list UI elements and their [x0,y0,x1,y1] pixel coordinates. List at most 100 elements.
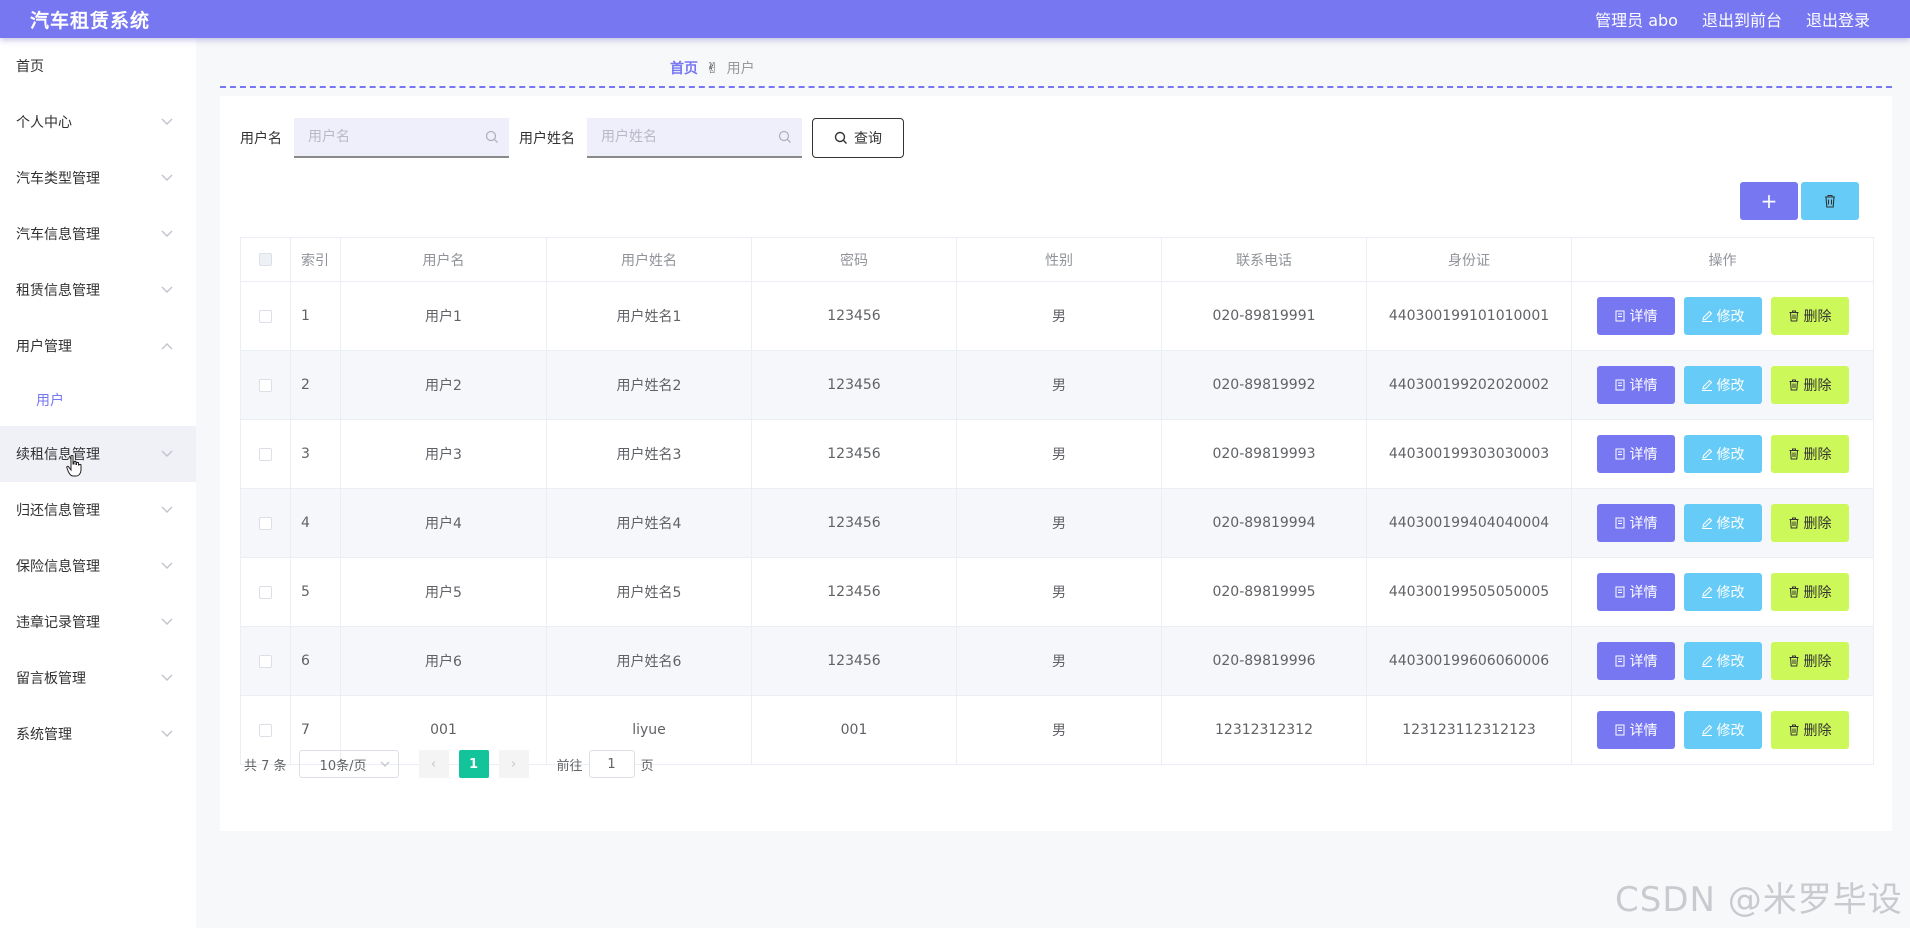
delete-button[interactable]: 删除 [1770,297,1849,335]
watermark: CSDN @米罗毕设 [1615,880,1903,920]
sidebar-item-user-management[interactable]: 用户管理 [0,318,196,374]
select-all-checkbox[interactable] [259,253,272,266]
delete-button[interactable]: 删除 [1770,504,1849,542]
sidebar-item-label: 续租信息管理 [16,447,100,463]
sidebar-item-home[interactable]: 首页 [0,38,196,94]
cell-username: 用户2 [340,350,547,420]
detail-button[interactable]: 详情 [1596,642,1675,680]
cell-gender: 男 [956,695,1162,765]
add-button[interactable]: + [1740,182,1798,220]
sidebar-item-car-type[interactable]: 汽车类型管理 [0,150,196,206]
detail-button[interactable]: 详情 [1596,573,1675,611]
edit-button[interactable]: 修改 [1683,711,1762,749]
prev-page-button[interactable]: ‹ [418,750,449,778]
row-checkbox[interactable] [259,585,272,599]
cell-actions: 详情 修改 删除 [1571,557,1874,627]
detail-button[interactable]: 详情 [1596,297,1675,335]
detail-button-label: 详情 [1629,585,1658,601]
sidebar-item-return-info[interactable]: 归还信息管理 [0,482,196,538]
row-checkbox[interactable] [259,378,272,392]
table-header-row: 索引 用户名 用户姓名 密码 性别 联系电话 身份证 操作 [240,237,1874,282]
document-icon [1615,310,1624,322]
cell-phone: 020-89819991 [1161,281,1367,351]
realname-search-box [587,118,802,158]
delete-button[interactable]: 删除 [1770,435,1849,473]
sidebar-item-label: 汽车类型管理 [16,171,100,187]
sidebar-item-message-board[interactable]: 留言板管理 [0,650,196,706]
row-select-cell [240,488,291,558]
delete-button[interactable]: 删除 [1770,642,1849,680]
sidebar-item-car-info[interactable]: 汽车信息管理 [0,206,196,262]
edit-button[interactable]: 修改 [1683,435,1762,473]
query-button[interactable]: 查询 [812,118,904,158]
delete-button[interactable]: 删除 [1770,366,1849,404]
edit-button[interactable]: 修改 [1683,366,1762,404]
cell-phone: 12312312312 [1161,695,1367,765]
realname-input[interactable] [587,118,802,156]
delete-button[interactable]: 删除 [1770,573,1849,611]
goto-page-input[interactable] [588,750,635,778]
sidebar-item-personal-center[interactable]: 个人中心 [0,94,196,150]
row-checkbox[interactable] [259,516,272,530]
detail-button[interactable]: 详情 [1596,711,1675,749]
cell-gender: 男 [956,626,1162,696]
column-header: 操作 [1571,237,1874,282]
hand-cursor-icon [66,455,82,477]
cell-idcard: 440300199404040004 [1366,488,1572,558]
edit-button-label: 修改 [1716,723,1745,739]
table-row: 4 用户4 用户姓名4 123456 男 020-89819994 440300199404… [240,488,1874,558]
detail-button-label: 详情 [1629,723,1658,739]
next-page-button[interactable]: › [498,750,529,778]
detail-button-label: 详情 [1629,447,1658,463]
sidebar-item-label: 系统管理 [16,727,72,743]
cell-index: 1 [290,281,341,351]
chevron-down-icon [380,761,390,767]
page-size-select[interactable]: 10条/页 [298,750,399,778]
delete-button[interactable]: 删除 [1770,711,1849,749]
sidebar-item-rental-info[interactable]: 租赁信息管理 [0,262,196,318]
trash-icon [1789,724,1798,736]
cell-index: 7 [290,695,341,765]
trash-icon [1825,194,1835,208]
table-row: 5 用户5 用户姓名5 123456 男 020-89819995 440300199505… [240,557,1874,627]
logout-link[interactable]: 退出登录 [1805,11,1870,30]
to-front-link[interactable]: 退出到前台 [1701,11,1782,30]
chevron-down-icon [160,115,174,129]
row-checkbox[interactable] [259,723,272,737]
edit-button[interactable]: 修改 [1683,642,1762,680]
detail-button[interactable]: 详情 [1596,435,1675,473]
column-header: 身份证 [1366,237,1572,282]
edit-icon [1701,448,1712,460]
row-checkbox[interactable] [259,309,272,323]
sidebar-item-renewal-info[interactable]: 续租信息管理 [0,426,196,482]
breadcrumb-home[interactable]: 首页 [670,61,698,77]
detail-button-label: 详情 [1629,309,1658,325]
sidebar-item-system[interactable]: 系统管理 [0,706,196,762]
batch-delete-button[interactable] [1801,182,1859,220]
sidebar-item-violation-record[interactable]: 违章记录管理 [0,594,196,650]
detail-button[interactable]: 详情 [1596,366,1675,404]
plus-icon: + [1760,189,1778,213]
page-number-1[interactable]: 1 [458,750,489,778]
cell-phone: 020-89819994 [1161,488,1367,558]
detail-button[interactable]: 详情 [1596,504,1675,542]
edit-button[interactable]: 修改 [1683,504,1762,542]
breadcrumb: 首页 ✌ 用户 [670,58,755,78]
cell-username: 用户6 [340,626,547,696]
sidebar-item-label: 用户 [36,393,64,409]
chevron-up-icon [160,339,174,353]
sidebar-item-insurance-info[interactable]: 保险信息管理 [0,538,196,594]
row-checkbox[interactable] [259,447,272,461]
row-checkbox[interactable] [259,654,272,668]
sidebar-item-label: 用户管理 [16,339,72,355]
username-input[interactable] [294,118,509,156]
document-icon [1615,517,1624,529]
cell-password: 123456 [751,281,957,351]
sidebar-subitem-user[interactable]: 用户 [0,374,196,426]
edit-button[interactable]: 修改 [1683,297,1762,335]
username-label: 用户名 [240,131,282,147]
chevron-right-icon: › [510,756,517,772]
cell-username: 用户5 [340,557,547,627]
sidebar-item-label: 租赁信息管理 [16,283,100,299]
edit-button[interactable]: 修改 [1683,573,1762,611]
